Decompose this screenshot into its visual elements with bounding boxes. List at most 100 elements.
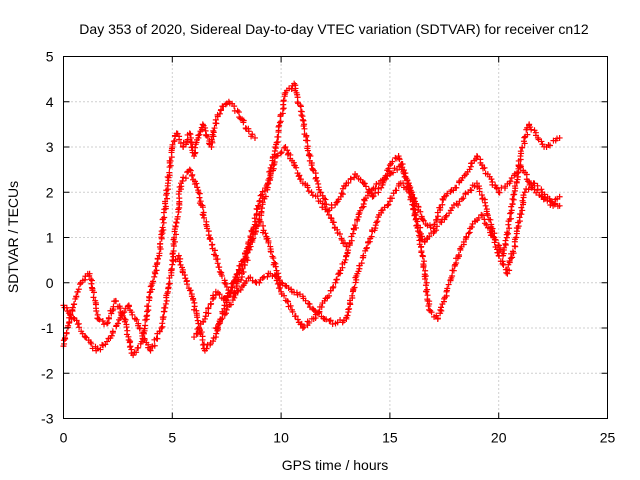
data-point bbox=[519, 144, 526, 151]
data-point bbox=[162, 304, 169, 311]
data-point bbox=[63, 304, 70, 311]
data-point bbox=[200, 319, 207, 326]
data-point bbox=[310, 306, 317, 313]
x-tick-label: 10 bbox=[273, 430, 289, 446]
data-point bbox=[369, 193, 376, 200]
data-point bbox=[300, 117, 307, 124]
data-point bbox=[159, 224, 166, 231]
data-point bbox=[410, 205, 417, 212]
data-point bbox=[186, 166, 193, 173]
data-point bbox=[70, 301, 77, 308]
data-point bbox=[518, 204, 525, 211]
data-point bbox=[509, 248, 516, 255]
y-tick-label: 1 bbox=[46, 230, 54, 246]
data-point bbox=[249, 131, 256, 138]
data-point bbox=[231, 103, 238, 110]
data-point bbox=[316, 309, 323, 316]
data-point bbox=[445, 281, 452, 288]
data-point bbox=[431, 221, 438, 228]
data-point bbox=[133, 349, 140, 356]
data-point bbox=[222, 101, 229, 108]
x-tick-label: 20 bbox=[491, 430, 507, 446]
data-point bbox=[417, 236, 424, 243]
data-point bbox=[179, 177, 186, 184]
data-point bbox=[96, 316, 103, 323]
data-point bbox=[427, 224, 434, 231]
data-point bbox=[462, 190, 469, 197]
data-point bbox=[262, 230, 269, 237]
data-point bbox=[105, 314, 112, 321]
data-point bbox=[258, 205, 265, 212]
data-point bbox=[423, 288, 430, 295]
data-point bbox=[234, 107, 241, 114]
data-point bbox=[240, 119, 247, 126]
data-point bbox=[521, 189, 528, 196]
data-point bbox=[219, 315, 226, 322]
data-point bbox=[176, 258, 183, 265]
data-point bbox=[292, 313, 299, 320]
y-axis-label: SDTVAR / TECUs bbox=[5, 181, 21, 293]
data-point bbox=[182, 175, 189, 182]
data-point bbox=[104, 319, 111, 326]
data-point bbox=[386, 171, 393, 178]
data-point bbox=[282, 282, 289, 289]
data-point bbox=[345, 247, 352, 254]
data-point bbox=[517, 163, 524, 170]
data-point bbox=[276, 119, 283, 126]
data-point bbox=[531, 180, 538, 187]
data-point bbox=[166, 169, 173, 176]
data-point bbox=[259, 275, 266, 282]
data-point bbox=[82, 334, 89, 341]
data-point bbox=[242, 253, 249, 260]
data-point bbox=[280, 97, 287, 104]
data-point bbox=[323, 201, 330, 208]
data-point bbox=[90, 289, 97, 296]
data-point bbox=[526, 121, 533, 128]
series-track-5 bbox=[212, 153, 563, 331]
data-point bbox=[171, 234, 178, 241]
data-point bbox=[361, 180, 368, 187]
data-point bbox=[455, 251, 462, 258]
data-point bbox=[169, 250, 176, 257]
data-point bbox=[314, 177, 321, 184]
data-point bbox=[338, 236, 345, 243]
data-point bbox=[352, 224, 359, 231]
data-point bbox=[93, 307, 100, 314]
data-point bbox=[298, 112, 305, 119]
data-point bbox=[211, 125, 218, 132]
data-point bbox=[156, 250, 163, 257]
data-point bbox=[239, 265, 246, 272]
data-point bbox=[169, 257, 176, 264]
data-point bbox=[86, 272, 93, 279]
data-point bbox=[205, 305, 212, 312]
data-point bbox=[167, 157, 174, 164]
data-point bbox=[136, 325, 143, 332]
data-point bbox=[169, 141, 176, 148]
data-point bbox=[228, 287, 235, 294]
data-point bbox=[74, 288, 81, 295]
data-point bbox=[112, 298, 119, 305]
data-point bbox=[252, 278, 259, 285]
data-point bbox=[518, 211, 525, 218]
data-point bbox=[150, 278, 157, 285]
data-point bbox=[504, 229, 511, 236]
data-point bbox=[187, 287, 194, 294]
data-point bbox=[213, 330, 220, 337]
data-point bbox=[216, 110, 223, 117]
data-point bbox=[538, 193, 545, 200]
data-point bbox=[192, 144, 199, 151]
data-point bbox=[332, 279, 339, 286]
data-point bbox=[304, 137, 311, 144]
data-point bbox=[121, 309, 128, 316]
data-point bbox=[301, 125, 308, 132]
data-point bbox=[366, 187, 373, 194]
data-point bbox=[277, 118, 284, 125]
data-point bbox=[439, 201, 446, 208]
data-point bbox=[247, 239, 254, 246]
data-point bbox=[422, 273, 429, 280]
data-point bbox=[511, 183, 518, 190]
data-point bbox=[221, 311, 228, 318]
data-point bbox=[210, 338, 217, 345]
y-tick-label: 0 bbox=[46, 275, 54, 291]
data-point bbox=[173, 219, 180, 226]
